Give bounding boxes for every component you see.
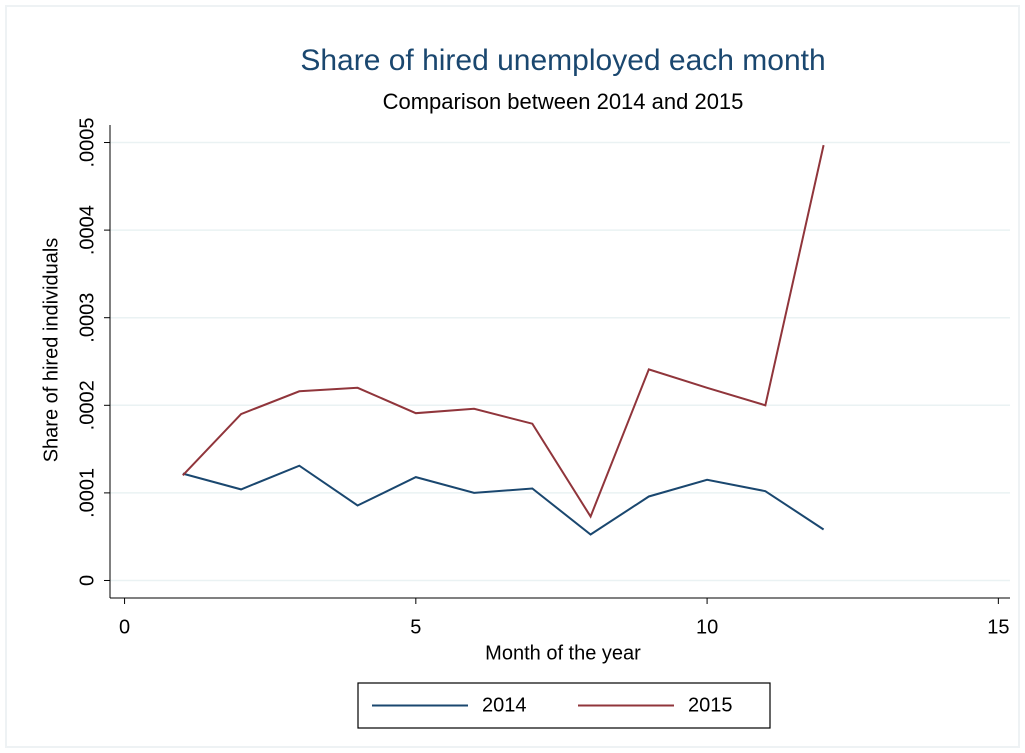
chart-title: Share of hired unemployed each month (300, 44, 825, 77)
chart-frame (5, 5, 1020, 748)
chart-subtitle: Comparison between 2014 and 2015 (383, 89, 744, 114)
x-tick-label: 5 (410, 616, 421, 638)
legend-label: 2014 (482, 694, 527, 716)
y-tick-label: 0 (76, 575, 98, 586)
y-axis-title: Share of hired individuals (40, 238, 62, 463)
legend-label: 2015 (688, 694, 733, 716)
x-tick-label: 15 (987, 616, 1009, 638)
y-tick-label: .0003 (76, 293, 98, 343)
line-series (182, 144, 825, 519)
y-tick-label: .0001 (76, 468, 98, 518)
x-tick-label: 0 (119, 616, 130, 638)
y-tick-label: .0005 (76, 117, 98, 167)
y-tick-label: .0002 (76, 380, 98, 430)
x-axis-title: Month of the year (485, 642, 641, 664)
line-series (182, 464, 825, 536)
y-tick-label: .0004 (76, 205, 98, 255)
x-tick-label: 10 (696, 616, 718, 638)
